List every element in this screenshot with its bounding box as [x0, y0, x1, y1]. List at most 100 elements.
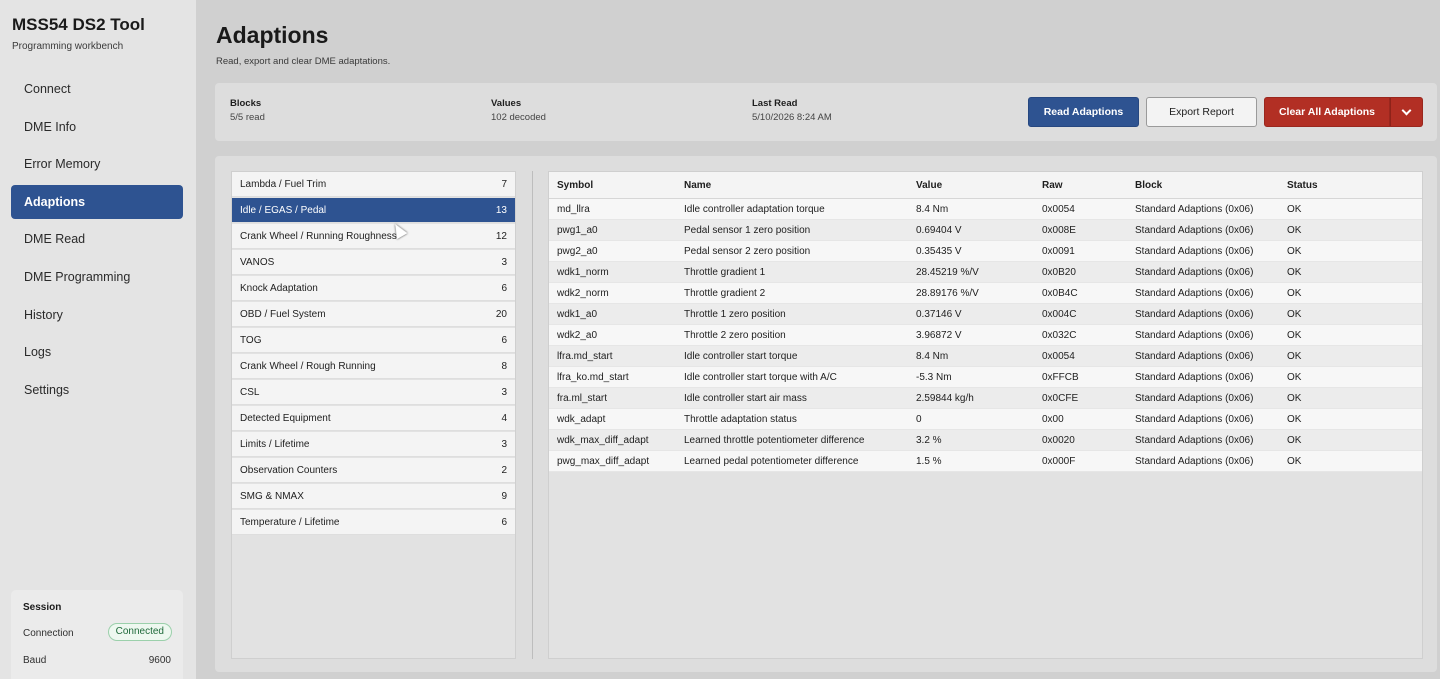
stat-last-read-label: Last Read [752, 98, 798, 109]
sidebar-item-history[interactable]: History [24, 307, 63, 322]
block-name: Lambda / Fuel Trim [240, 179, 327, 190]
export-report-button[interactable]: Export Report [1146, 97, 1257, 127]
list-item[interactable]: Crank Wheel / Rough Running 8 [232, 354, 515, 379]
read-adaptions-button[interactable]: Read Adaptions [1028, 97, 1139, 127]
clear-all-adaptions-button[interactable]: Clear All Adaptions [1264, 97, 1390, 127]
table-row[interactable]: wdk1_a0 Throttle 1 zero position 0.37146 V… [549, 304, 1422, 325]
table-row[interactable]: pwg2_a0 Pedal sensor 2 zero position 0.354… [549, 241, 1422, 262]
stat-last-read: Last Read 5/10/2026 8:24 AM [752, 98, 832, 123]
cell-name: Throttle 1 zero position [684, 309, 786, 320]
sidebar-item-dme-read[interactable]: DME Read [24, 232, 86, 247]
sidebar-item-settings[interactable]: Settings [24, 382, 70, 397]
cell-status: OK [1287, 351, 1302, 362]
cell-raw: 0x008E [1042, 225, 1076, 236]
stat-blocks: Blocks 5/5 read [230, 98, 265, 123]
cell-block: Standard Adaptions (0x06) [1135, 330, 1254, 341]
cell-status: OK [1287, 267, 1302, 278]
list-item[interactable]: Crank Wheel / Running Roughness 12 [232, 224, 515, 249]
sidebar-item-error-memory[interactable]: Error Memory [24, 157, 101, 172]
table-row[interactable]: wdk_max_diff_adapt Learned throttle poten… [549, 430, 1422, 451]
cell-value: 3.96872 V [916, 330, 962, 341]
list-item[interactable]: CSL 3 [232, 380, 515, 405]
block-count: 3 [501, 439, 507, 450]
block-count: 6 [501, 335, 507, 346]
list-item[interactable]: Observation Counters 2 [232, 458, 515, 483]
col-value[interactable]: Value [916, 180, 943, 191]
col-status[interactable]: Status [1287, 180, 1318, 191]
table-row[interactable]: fra.ml_start Idle controller start air ma… [549, 388, 1422, 409]
stat-values-label: Values [491, 98, 522, 109]
table-row[interactable]: wdk_adapt Throttle adaptation status 0 0x00… [549, 409, 1422, 430]
col-symbol[interactable]: Symbol [557, 180, 594, 191]
block-name: Idle / EGAS / Pedal [240, 205, 327, 216]
session-title: Session [23, 602, 62, 613]
block-count: 7 [501, 179, 507, 190]
cell-raw: 0x032C [1042, 330, 1077, 341]
cell-status: OK [1287, 414, 1302, 425]
table-row[interactable]: lfra.md_start Idle controller start torqu… [549, 346, 1422, 367]
table-row[interactable]: pwg_max_diff_adapt Learned pedal potentio… [549, 451, 1422, 472]
table-row[interactable]: wdk2_norm Throttle gradient 2 28.89176 %/V… [549, 283, 1422, 304]
status-badge: Connected [107, 623, 172, 641]
cell-value: 28.45219 %/V [916, 267, 979, 278]
table-row[interactable]: lfra_ko.md_start Idle controller start to… [549, 367, 1422, 388]
list-item[interactable]: Detected Equipment 4 [232, 406, 515, 431]
stat-values-value: 102 decoded [491, 112, 546, 123]
sidebar-item-adaptions[interactable]: Adaptions [11, 184, 183, 219]
panel-divider[interactable] [532, 171, 533, 659]
list-item[interactable]: SMG & NMAX 9 [232, 484, 515, 509]
sidebar-item-connect[interactable]: Connect [24, 82, 71, 96]
table-row[interactable]: pwg1_a0 Pedal sensor 1 zero position 0.694… [549, 220, 1422, 241]
cell-name: Learned throttle potentiometer differenc… [684, 435, 865, 446]
cell-symbol: wdk1_norm [557, 267, 609, 278]
clear-options-dropdown-button[interactable] [1390, 97, 1423, 127]
cell-symbol: lfra.md_start [557, 351, 613, 362]
table-row[interactable]: wdk1_norm Throttle gradient 1 28.45219 %/V… [549, 262, 1422, 283]
block-count: 6 [501, 283, 507, 294]
list-item[interactable]: OBD / Fuel System 20 [232, 302, 515, 327]
cell-symbol: pwg2_a0 [557, 246, 598, 257]
baud-label: Baud [23, 655, 47, 666]
col-name[interactable]: Name [684, 180, 712, 191]
list-item[interactable]: Knock Adaptation 6 [232, 276, 515, 301]
block-name: CSL [240, 387, 260, 398]
table-row[interactable]: md_llra Idle controller adaptation torque… [549, 199, 1422, 220]
session-panel: Session Connection Connected Baud 9600 [11, 590, 183, 679]
cell-name: Idle controller adaptation torque [684, 204, 825, 215]
list-item[interactable]: Idle / EGAS / Pedal 13 [232, 198, 515, 223]
list-item[interactable]: Lambda / Fuel Trim 7 [232, 172, 515, 197]
cell-value: 0.37146 V [916, 309, 962, 320]
app-title: MSS54 DS2 Tool [12, 15, 145, 34]
cell-status: OK [1287, 309, 1302, 320]
cell-block: Standard Adaptions (0x06) [1135, 435, 1254, 446]
list-item[interactable]: VANOS 3 [232, 250, 515, 275]
cell-name: Throttle gradient 2 [684, 288, 766, 299]
block-name: Crank Wheel / Running Roughness [240, 231, 397, 242]
table-row[interactable]: wdk2_a0 Throttle 2 zero position 3.96872 V… [549, 325, 1422, 346]
block-name: Limits / Lifetime [240, 439, 310, 450]
list-item[interactable]: Limits / Lifetime 3 [232, 432, 515, 457]
block-count: 20 [495, 309, 507, 320]
cell-name: Idle controller start torque with A/C [684, 372, 837, 383]
list-item[interactable]: Temperature / Lifetime 6 [232, 510, 515, 535]
cell-block: Standard Adaptions (0x06) [1135, 288, 1254, 299]
block-count: 13 [495, 205, 507, 216]
cell-raw: 0x0054 [1042, 351, 1075, 362]
cell-status: OK [1287, 393, 1302, 404]
sidebar-item-dme-info[interactable]: DME Info [24, 119, 77, 134]
block-name: Crank Wheel / Rough Running [240, 361, 376, 372]
adaptions-table: Symbol Name Value Raw Block Status md_ll… [548, 171, 1423, 659]
sidebar-item-logs[interactable]: Logs [24, 345, 52, 360]
cell-name: Throttle 2 zero position [684, 330, 786, 341]
cell-block: Standard Adaptions (0x06) [1135, 246, 1254, 257]
cell-raw: 0x0091 [1042, 246, 1075, 257]
cell-block: Standard Adaptions (0x06) [1135, 414, 1254, 425]
stat-blocks-value: 5/5 read [230, 112, 265, 123]
stat-last-read-value: 5/10/2026 8:24 AM [752, 112, 832, 123]
cell-name: Idle controller start air mass [684, 393, 807, 404]
col-raw[interactable]: Raw [1042, 180, 1063, 191]
cell-block: Standard Adaptions (0x06) [1135, 225, 1254, 236]
col-block[interactable]: Block [1135, 180, 1163, 191]
list-item[interactable]: TOG 6 [232, 328, 515, 353]
sidebar-item-dme-programming[interactable]: DME Programming [24, 269, 131, 284]
